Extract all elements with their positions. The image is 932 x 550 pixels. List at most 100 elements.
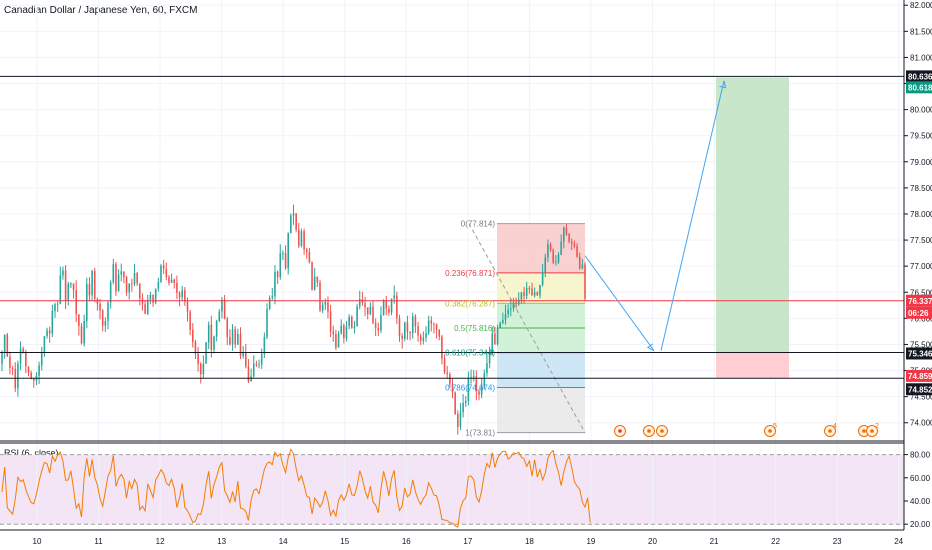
event-badge-dot xyxy=(618,429,622,433)
x-tick-label: 17 xyxy=(463,537,472,546)
candle-body xyxy=(316,276,319,283)
rsi-tick-label: 20.00 xyxy=(910,520,931,529)
candle-body xyxy=(48,330,51,334)
candle-body xyxy=(72,283,75,291)
candle-body xyxy=(133,272,136,284)
candle-body xyxy=(221,299,223,312)
candle-body xyxy=(454,392,456,414)
candle-body xyxy=(263,337,266,354)
x-tick-label: 19 xyxy=(586,537,595,546)
candle-body xyxy=(483,373,486,387)
candle-body xyxy=(194,341,197,354)
candle-body xyxy=(504,314,507,320)
event-badge-dot xyxy=(870,429,874,433)
candle-body xyxy=(245,352,247,367)
price-tag xyxy=(906,81,932,94)
candle-body xyxy=(380,314,382,331)
candle-body xyxy=(218,311,221,321)
y-tick-label: 79.000 xyxy=(910,158,932,167)
candle-body xyxy=(356,306,358,327)
candle-body xyxy=(59,275,62,304)
candle-body xyxy=(459,412,462,427)
candle-body xyxy=(96,299,99,304)
x-tick-label: 16 xyxy=(402,537,411,546)
candle-body xyxy=(51,311,54,334)
candle-body xyxy=(494,333,496,344)
x-tick-label: 23 xyxy=(833,537,842,546)
candle-body xyxy=(149,294,152,300)
candle-body xyxy=(467,378,470,401)
candle-body xyxy=(369,306,372,315)
fib-level-label: 0.236(76.871) xyxy=(445,269,495,278)
candle-body xyxy=(131,283,133,285)
candle-body xyxy=(123,271,125,278)
candle-body xyxy=(499,323,501,328)
event-badge-dot xyxy=(768,429,772,433)
candle-body xyxy=(199,363,202,375)
candle-body xyxy=(311,261,313,290)
candle-body xyxy=(374,323,377,328)
price-tag xyxy=(906,294,932,307)
candle-body xyxy=(496,327,499,344)
candle-body xyxy=(231,329,234,345)
candle-body xyxy=(128,283,130,293)
candle-body xyxy=(30,372,32,379)
y-tick-label: 78.000 xyxy=(910,210,932,219)
fib-zone xyxy=(497,327,585,353)
candle-body xyxy=(62,270,64,276)
price-tag-label: 80.618 xyxy=(908,83,932,92)
candle-body xyxy=(425,332,427,338)
candle-body xyxy=(136,272,138,284)
candle-body xyxy=(584,264,586,299)
event-badge-count: 4 xyxy=(833,423,837,430)
candle-body xyxy=(54,304,56,312)
y-tick-label: 77.500 xyxy=(910,236,932,245)
candle-body xyxy=(186,301,189,312)
candle-body xyxy=(430,320,433,324)
candle-body xyxy=(422,337,425,341)
candle-body xyxy=(335,334,337,348)
fib-zone xyxy=(497,272,585,304)
projection-arrow-head xyxy=(719,80,727,89)
candle-body xyxy=(46,330,48,337)
candle-body xyxy=(229,337,231,345)
candle-body xyxy=(576,246,578,257)
candle-body xyxy=(223,299,226,319)
candle-body xyxy=(464,400,467,403)
candle-body xyxy=(517,299,520,305)
projection-arrow xyxy=(660,80,725,351)
candle-body xyxy=(536,292,539,296)
rsi-band xyxy=(0,454,904,525)
y-tick-label: 82.000 xyxy=(910,1,932,10)
candle-body xyxy=(9,356,11,368)
price-tag-label: 74.859 xyxy=(908,372,932,381)
candle-body xyxy=(488,353,491,364)
candle-body xyxy=(398,318,401,337)
price-tag-label: 80.636 xyxy=(908,72,932,81)
event-badge-dot xyxy=(660,429,664,433)
candle-body xyxy=(520,292,523,300)
candle-body xyxy=(533,292,536,296)
fib-level-label: 0.382(76.287) xyxy=(445,299,495,308)
y-tick-label: 75.500 xyxy=(910,340,932,349)
fib-level-label: 0.618(75.344) xyxy=(445,349,495,358)
candle-body xyxy=(364,303,366,308)
candle-body xyxy=(433,323,435,325)
candle-body xyxy=(351,316,353,328)
candle-body xyxy=(6,334,9,357)
projection-arrow xyxy=(584,255,655,352)
candle-body xyxy=(255,363,258,365)
candle-body xyxy=(67,283,70,301)
event-badge-dot xyxy=(862,429,866,433)
candle-body xyxy=(70,283,72,285)
candle-body xyxy=(25,352,27,367)
candle-body xyxy=(409,331,411,333)
x-tick-label: 13 xyxy=(217,537,226,546)
candle-body xyxy=(329,311,332,332)
candle-body xyxy=(80,326,83,344)
candle-body xyxy=(202,363,205,375)
chart-title: Canadian Dollar / Japanese Yen, 60, FXCM xyxy=(4,5,198,16)
candle-body xyxy=(11,367,14,369)
candle-body xyxy=(40,352,43,366)
